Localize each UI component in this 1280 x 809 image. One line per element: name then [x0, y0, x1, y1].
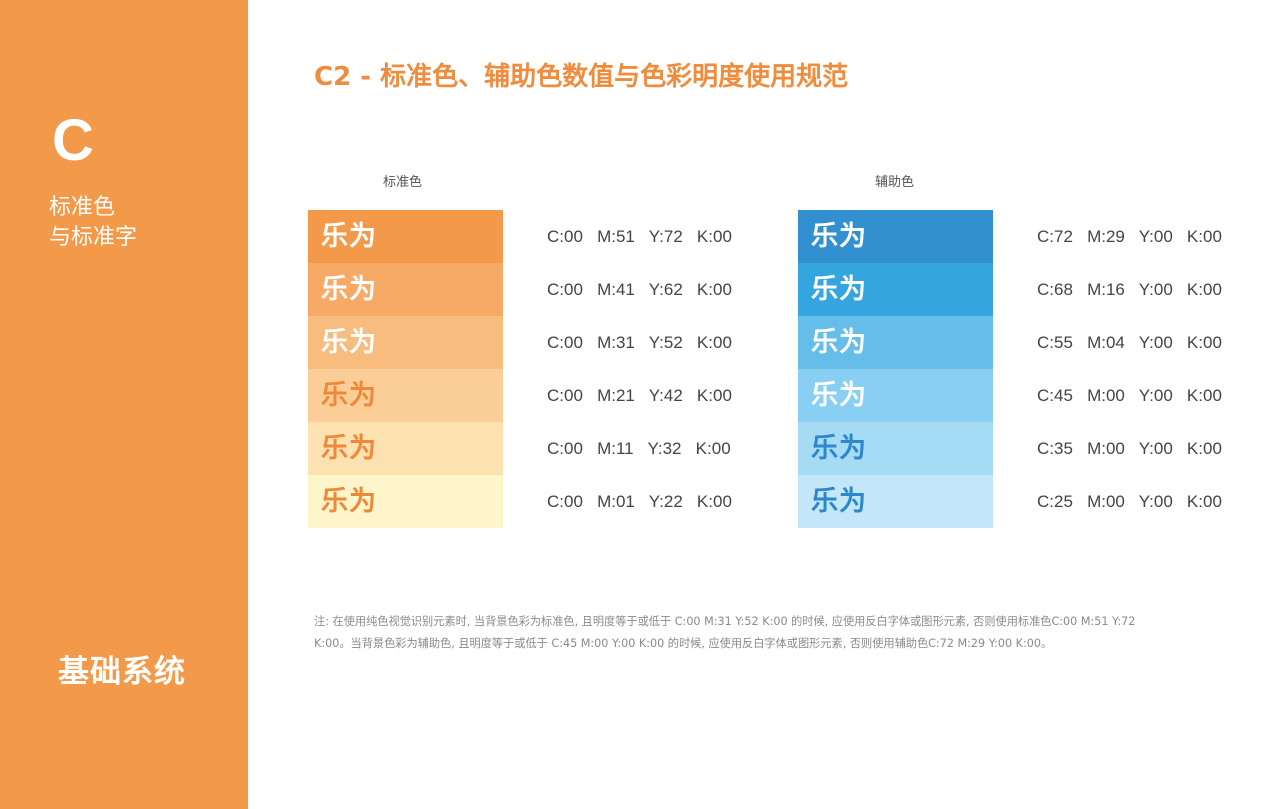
usage-note: 注: 在使用纯色视觉识别元素时, 当背景色彩为标准色, 且明度等于或低于 C:0…	[314, 611, 1230, 655]
logo-wordmark: 乐为	[811, 486, 867, 517]
standard-swatch: 乐为	[308, 316, 503, 369]
standard-swatch: 乐为	[308, 475, 503, 528]
auxiliary-color-label: 辅助色	[875, 175, 915, 190]
standard-swatch: 乐为	[308, 263, 503, 316]
logo-wordmark: 乐为	[321, 221, 377, 252]
auxiliary-swatch: 乐为	[798, 316, 993, 369]
standard-cmyk-value: C:00 M:41 Y:62 K:00	[547, 279, 732, 299]
logo-wordmark: 乐为	[811, 327, 867, 358]
logo-wordmark: 乐为	[811, 380, 867, 411]
section-name-line2: 与标准字	[49, 225, 138, 250]
section-name-line1: 标准色	[49, 195, 116, 220]
logo-wordmark: 乐为	[321, 274, 377, 305]
system-title: 基础系统	[58, 654, 186, 690]
auxiliary-cmyk-value: C:45 M:00 Y:00 K:00	[1037, 385, 1222, 405]
logo-wordmark: 乐为	[321, 486, 377, 517]
auxiliary-swatch: 乐为	[798, 369, 993, 422]
standard-swatch: 乐为	[308, 369, 503, 422]
logo-wordmark: 乐为	[321, 380, 377, 411]
standard-cmyk-value: C:00 M:01 Y:22 K:00	[547, 491, 732, 511]
standard-cmyk-values: C:00 M:51 Y:72 K:00 C:00 M:41 Y:62 K:00 …	[547, 210, 732, 528]
logo-wordmark: 乐为	[811, 221, 867, 252]
standard-swatches: 乐为 乐为 乐为 乐为 乐为 乐为	[308, 210, 503, 528]
auxiliary-swatch: 乐为	[798, 210, 993, 263]
page-title: C2 - 标准色、辅助色数值与色彩明度使用规范	[314, 62, 849, 92]
logo-wordmark: 乐为	[811, 433, 867, 464]
section-name: 标准色 与标准字	[49, 193, 137, 253]
auxiliary-cmyk-value: C:55 M:04 Y:00 K:00	[1037, 332, 1222, 352]
auxiliary-cmyk-value: C:72 M:29 Y:00 K:00	[1037, 226, 1222, 246]
logo-wordmark: 乐为	[811, 274, 867, 305]
standard-cmyk-value: C:00 M:51 Y:72 K:00	[547, 226, 732, 246]
standard-swatch: 乐为	[308, 422, 503, 475]
auxiliary-swatch: 乐为	[798, 263, 993, 316]
usage-note-line2: K:00。当背景色彩为辅助色, 且明度等于或低于 C:45 M:00 Y:00 …	[314, 637, 1053, 650]
auxiliary-cmyk-values: C:72 M:29 Y:00 K:00 C:68 M:16 Y:00 K:00 …	[1037, 210, 1222, 528]
standard-cmyk-value: C:00 M:11 Y:32 K:00	[547, 438, 731, 458]
auxiliary-cmyk-value: C:35 M:00 Y:00 K:00	[1037, 438, 1222, 458]
auxiliary-swatches: 乐为 乐为 乐为 乐为 乐为 乐为	[798, 210, 993, 528]
section-letter: C	[52, 108, 94, 173]
sidebar: C 标准色 与标准字 基础系统	[0, 0, 248, 809]
standard-color-label: 标准色	[383, 175, 423, 190]
standard-cmyk-value: C:00 M:31 Y:52 K:00	[547, 332, 732, 352]
logo-wordmark: 乐为	[321, 433, 377, 464]
auxiliary-cmyk-value: C:68 M:16 Y:00 K:00	[1037, 279, 1222, 299]
standard-cmyk-value: C:00 M:21 Y:42 K:00	[547, 385, 732, 405]
auxiliary-swatch: 乐为	[798, 422, 993, 475]
logo-wordmark: 乐为	[321, 327, 377, 358]
usage-note-line1: 注: 在使用纯色视觉识别元素时, 当背景色彩为标准色, 且明度等于或低于 C:0…	[314, 615, 1136, 628]
auxiliary-swatch: 乐为	[798, 475, 993, 528]
standard-swatch: 乐为	[308, 210, 503, 263]
auxiliary-cmyk-value: C:25 M:00 Y:00 K:00	[1037, 491, 1222, 511]
